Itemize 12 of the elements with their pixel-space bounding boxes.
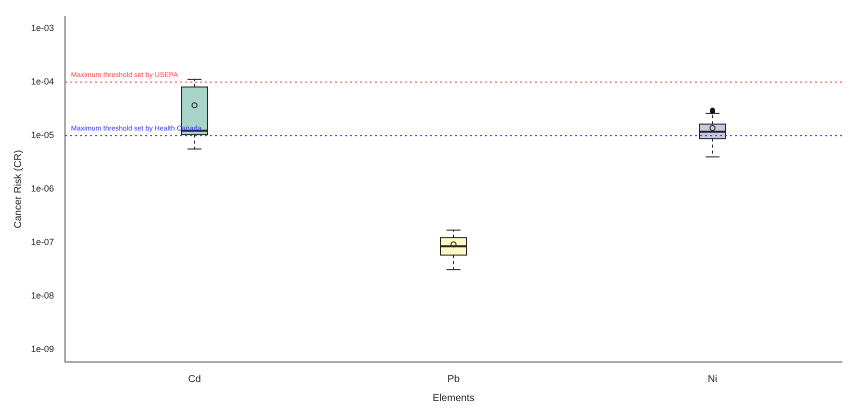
x-tick-label: Cd (188, 374, 201, 385)
y-tick-label: 1e-09 (30, 344, 54, 354)
y-tick-label: 1e-03 (30, 23, 54, 34)
x-axis-title: Elements (432, 392, 474, 404)
y-tick-label: 1e-05 (30, 130, 54, 140)
y-tick-label: 1e-08 (30, 290, 54, 300)
y-axis-title: Cancer Risk (CR) (12, 150, 24, 228)
y-tick-label: 1e-06 (30, 184, 54, 194)
y-tick-label: 1e-07 (30, 236, 54, 247)
y-tick-label: 1e-04 (30, 76, 54, 87)
x-tick-label: Pb (447, 374, 460, 385)
x-tick-label: Ni (708, 374, 718, 385)
